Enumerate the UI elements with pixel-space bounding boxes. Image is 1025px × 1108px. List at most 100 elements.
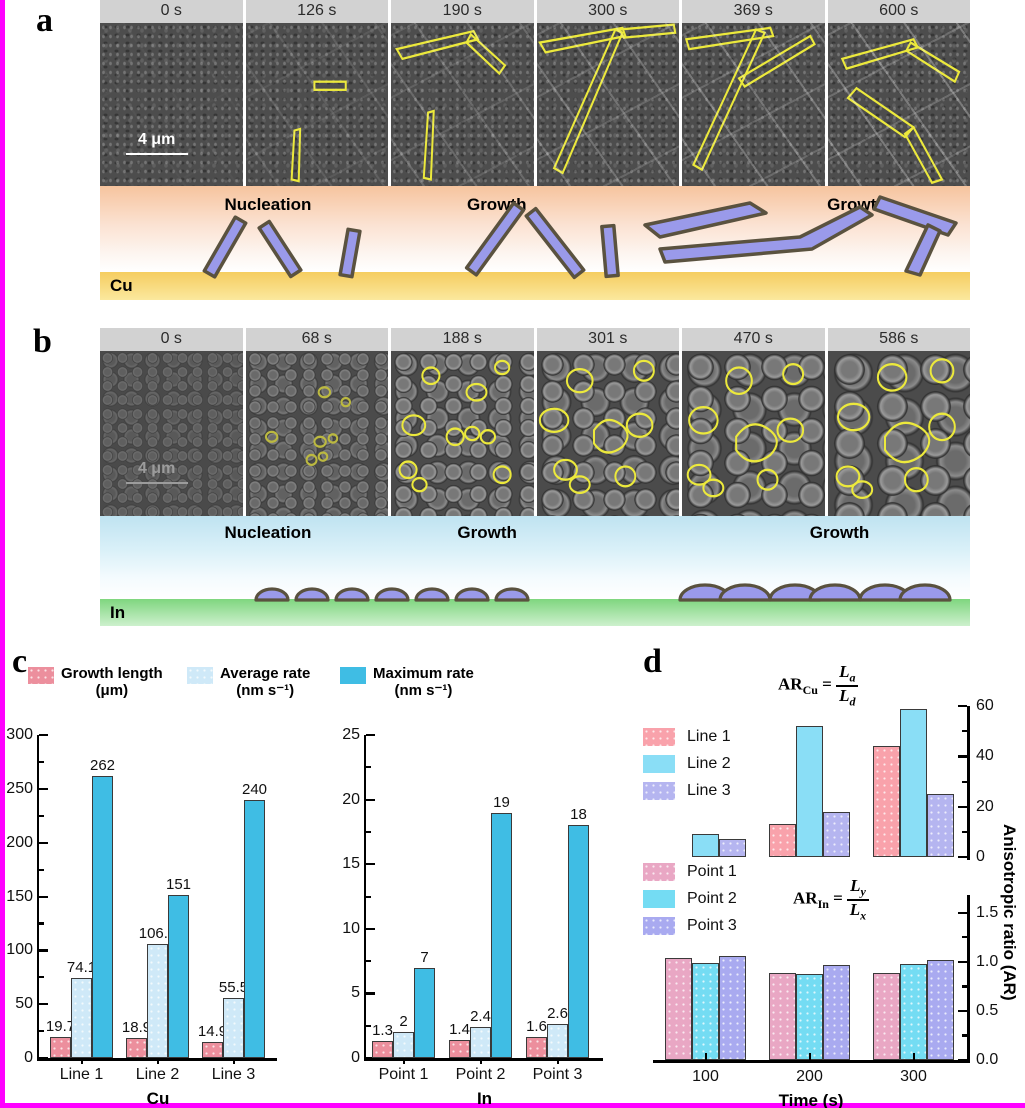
annotation-outlines	[538, 359, 655, 495]
value-label: 240	[241, 780, 268, 798]
magenta-border-left	[0, 0, 5, 1108]
value-label: 1.4	[449, 1020, 470, 1038]
bar	[92, 775, 113, 1058]
sem-image	[827, 23, 970, 186]
chart-plot-d-in: 0.0 0.5 1.0 1.5 100 200 300 Time (s)	[652, 895, 998, 1108]
y-tick	[958, 805, 967, 808]
value-label: 18.9	[121, 1018, 152, 1036]
legend-item-line-3: Line 3	[643, 782, 731, 800]
substrate-label: Cu	[110, 276, 133, 295]
y-tick	[958, 1009, 967, 1013]
time-label: 188 s	[391, 328, 534, 351]
x-axis	[363, 1058, 603, 1061]
sem-image: 4 μm	[100, 23, 243, 186]
legend-swatch	[340, 667, 366, 684]
y-tick	[366, 863, 375, 866]
y-axis	[967, 706, 970, 860]
value-label: 14.9	[197, 1022, 228, 1040]
sem-image: 4 μm	[100, 351, 243, 516]
annotation-outlines	[835, 358, 956, 500]
bar	[796, 973, 823, 1060]
time-label: 0 s	[100, 328, 243, 351]
value-label: 19	[493, 793, 510, 811]
y-tick	[366, 766, 371, 769]
formula-ar-cu: ARCu = La Ld	[778, 662, 859, 708]
sem-image	[682, 23, 825, 186]
category-label: Line 3	[211, 1066, 256, 1083]
x-axis	[652, 1060, 967, 1063]
legend-unit: (μm)	[95, 682, 129, 699]
panel-a: 0 s 126 s 190 s 300 s 369 s 600 s 4 μm	[100, 0, 970, 300]
annotation-outlines	[290, 80, 347, 183]
legend-label: Maximum rate	[373, 665, 474, 682]
bar	[769, 972, 796, 1060]
panel-b-timebar: 0 s 68 s 188 s 301 s 470 s 586 s	[100, 328, 970, 351]
bar	[71, 978, 92, 1058]
panel-label-a: a	[36, 2, 53, 39]
category-label: Point 2	[455, 1066, 506, 1083]
phase-label: Growth	[457, 523, 517, 542]
y-tick-label: 40	[976, 747, 994, 765]
time-label: 470 s	[682, 328, 825, 351]
legend-swatch	[643, 728, 675, 746]
y-tick	[39, 734, 48, 737]
y-tick	[958, 856, 967, 859]
time-label: 586 s	[827, 328, 970, 351]
value-label: 151	[165, 876, 192, 894]
y-tick	[39, 760, 44, 764]
bar	[393, 1032, 414, 1058]
bar	[823, 811, 850, 857]
y-tick	[366, 830, 371, 834]
time-label: 68 s	[245, 328, 388, 351]
legend-swatch	[643, 917, 675, 935]
right-axis-label: Anisotropic ratio (AR)	[1000, 824, 1019, 1001]
bar	[470, 1027, 491, 1058]
phase-label: Nucleation	[224, 195, 312, 214]
value-label: 262	[89, 756, 116, 774]
bar	[126, 1037, 147, 1058]
bar	[50, 1036, 71, 1058]
legend-unit: (nm s⁻¹)	[236, 682, 295, 699]
panel-b-schematic-band: Nucleation Growth Growth	[100, 516, 970, 602]
y-tick	[39, 868, 44, 871]
x-tick	[556, 1058, 559, 1064]
y-tick-label: 150	[6, 887, 33, 905]
legend-label: Line 2	[687, 755, 731, 772]
legend-label: Point 2	[687, 890, 737, 907]
value-label: 106.3	[138, 924, 177, 942]
chart-plot-c-cu: 0 50 100 150 200 250 300 19.7 18.9 14.9 74.1 106.3 5…	[6, 726, 277, 1108]
x-tick	[808, 1053, 811, 1060]
sem-image	[827, 351, 970, 516]
scale-bar-line	[125, 481, 188, 485]
y-tick	[366, 927, 375, 930]
panel-c: c Growth length (μm) Average rate (nm s⁻…	[6, 645, 643, 1108]
sem-image	[391, 23, 534, 186]
legend-swatch	[643, 782, 675, 800]
y-tick-label: 300	[6, 726, 33, 743]
legend-label: Line 1	[687, 728, 731, 745]
legend-swatch	[187, 667, 213, 684]
bar	[719, 955, 746, 1060]
y-tick	[366, 798, 375, 801]
sem-image	[245, 23, 388, 186]
bar	[873, 746, 900, 857]
x-axis-title: In	[476, 1089, 493, 1108]
category-label: 300	[900, 1068, 927, 1085]
legend-item-point-3: Point 3	[643, 917, 737, 935]
formula-ar-in: ARIn = Ly Lx	[793, 876, 869, 922]
bar	[449, 1039, 470, 1058]
bar	[147, 943, 168, 1058]
legend-label: Growth length	[61, 665, 163, 682]
y-tick	[958, 705, 967, 708]
y-tick	[39, 949, 48, 952]
panel-a-sem-frames: 4 μm	[100, 23, 970, 186]
sem-image	[682, 351, 825, 516]
category-label: Line 1	[59, 1066, 104, 1083]
legend-swatch	[28, 667, 54, 684]
y-tick-label: 100	[6, 941, 33, 959]
category-label: 100	[692, 1068, 719, 1085]
bar	[927, 794, 954, 857]
y-tick	[962, 985, 967, 988]
y-tick	[39, 787, 48, 791]
panel-d: d ARCu = La Ld Line 1 Line 2 Line 3 Poin…	[643, 645, 1025, 1108]
